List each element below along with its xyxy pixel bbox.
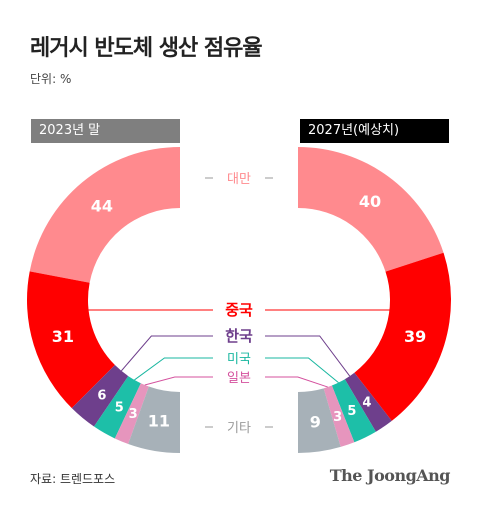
wedge-2023-기타 [128,386,180,453]
value-label-2023-미국: 5 [115,400,124,415]
series-tag-2023: 2023년 말 [31,119,180,143]
value-label-2023-일본: 3 [129,407,138,422]
connector-left-일본 [144,376,213,386]
wedge-2027-한국 [344,372,392,432]
connector-left-미국 [134,357,213,381]
category-label-일본: 일본 [227,371,251,386]
connector-left-한국 [120,335,213,372]
category-label-중국: 중국 [225,301,253,319]
wedge-2023-일본 [114,383,149,444]
value-label-2023-한국: 6 [97,388,106,403]
value-label-2023-대만: 44 [91,197,113,216]
wedge-2027-일본 [323,385,355,447]
wedge-2023-한국 [71,365,129,427]
unit-label: 단위: % [30,72,72,86]
category-label-기타: 기타 [227,421,251,436]
wedge-2027-중국 [354,252,452,421]
value-label-2027-중국: 39 [404,327,426,346]
value-label-2027-기타: 9 [310,412,321,431]
category-label-미국: 미국 [227,352,251,367]
value-label-2027-한국: 4 [362,395,371,410]
chart-title: 레거시 반도체 생산 점유율 [30,36,263,61]
wedge-2023-미국 [94,376,141,439]
publisher-logo: The JoongAng [329,466,451,485]
value-label-2023-중국: 31 [52,327,74,346]
category-label-대만: 대만 [227,172,251,187]
value-label-2023-기타: 11 [148,412,170,431]
source-note: 자료: 트렌드포스 [30,472,116,486]
wedge-2027-기타 [298,388,341,454]
series-tag-2027: 2027년(예상치) [300,119,449,143]
connector-right-한국 [265,335,351,377]
connector-right-미국 [265,357,339,384]
category-label-한국: 한국 [225,327,253,345]
value-label-2027-미국: 5 [347,404,356,419]
value-label-2027-일본: 3 [333,410,342,425]
value-label-2027-대만: 40 [359,192,381,211]
wedge-2027-대만 [298,147,444,272]
wedge-2027-미국 [331,379,376,443]
wedge-2023-중국 [27,271,115,409]
wedge-2023-대만 [29,147,180,283]
connector-right-일본 [265,376,328,388]
